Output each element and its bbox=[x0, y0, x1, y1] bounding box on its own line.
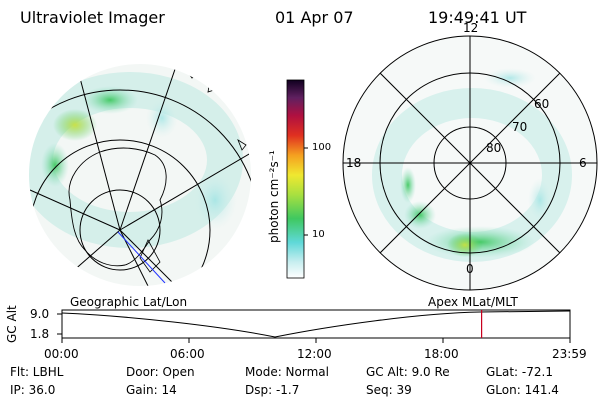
mlat-label-70: 70 bbox=[512, 120, 528, 134]
ip-info: IP: 36.0 bbox=[10, 383, 56, 397]
mlat-label-60: 60 bbox=[534, 97, 550, 111]
x-tick-2359: 23:59 bbox=[552, 347, 587, 361]
x-tick-1200: 12:00 bbox=[297, 347, 332, 361]
mode-info: Mode: Normal bbox=[245, 365, 329, 379]
mlt-label-0: 0 bbox=[466, 262, 474, 276]
gain-info: Gain: 14 bbox=[126, 383, 177, 397]
x-tick-0600: 06:00 bbox=[170, 347, 205, 361]
mlt-label-12: 12 bbox=[463, 21, 479, 35]
apex-title: Apex MLat/MLT bbox=[428, 295, 518, 309]
gc-alt-info: GC Alt: 9.0 Re bbox=[366, 365, 450, 379]
filter-info: Flt: LBHL bbox=[10, 365, 64, 379]
colorbar bbox=[286, 79, 305, 279]
image-date: 01 Apr 07 bbox=[275, 8, 354, 27]
y-axis-label: GC Alt bbox=[5, 305, 19, 343]
glat-info: GLat: -72.1 bbox=[486, 365, 553, 379]
mlat-label-80: 80 bbox=[486, 141, 502, 155]
geographic-map bbox=[27, 62, 253, 288]
door-info: Door: Open bbox=[126, 365, 195, 379]
y-tick-low: 1.8 bbox=[30, 327, 50, 341]
y-tick-high: 9.0 bbox=[30, 307, 50, 321]
glon-info: GLon: 141.4 bbox=[486, 383, 559, 397]
x-tick-0000: 00:00 bbox=[44, 347, 79, 361]
x-tick-1800: 18:00 bbox=[424, 347, 459, 361]
colorbar-tick-10: 10 bbox=[312, 229, 325, 240]
seq-info: Seq: 39 bbox=[366, 383, 412, 397]
colorbar-unit-label: photon cm⁻²s⁻¹ bbox=[267, 150, 281, 243]
altitude-timeline bbox=[57, 309, 571, 343]
polar-plot bbox=[342, 35, 598, 291]
colorbar-tick-100: 100 bbox=[312, 142, 332, 153]
mlt-label-6: 6 bbox=[579, 156, 587, 170]
geographic-title: Geographic Lat/Lon bbox=[70, 295, 188, 309]
dsp-info: Dsp: -1.7 bbox=[245, 383, 300, 397]
mlt-label-18: 18 bbox=[346, 156, 362, 170]
instrument-title: Ultraviolet Imager bbox=[20, 8, 165, 27]
image-time: 19:49:41 UT bbox=[428, 8, 527, 27]
